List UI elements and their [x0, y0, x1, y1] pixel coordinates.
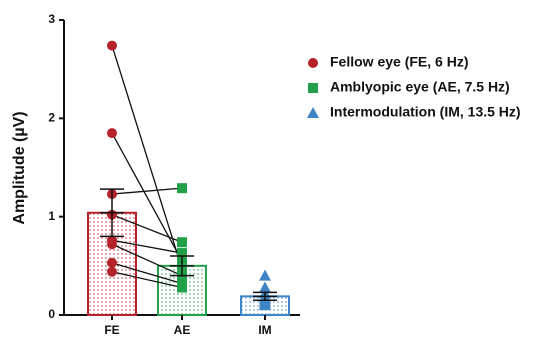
point [259, 281, 271, 293]
point [107, 257, 117, 268]
point [107, 266, 117, 277]
legend-marker [308, 58, 318, 68]
pair-line [111, 214, 183, 243]
x-tick-label: AE [174, 323, 191, 337]
point [177, 248, 187, 259]
y-tick-label: 3 [48, 12, 55, 26]
point [177, 237, 187, 248]
pair-line [111, 239, 183, 254]
pair-line [111, 262, 183, 285]
point [107, 128, 117, 139]
pair-line [111, 243, 183, 277]
legend-label: Intermodulation (IM, 13.5 Hz) [330, 104, 521, 120]
point [107, 239, 117, 250]
pair-line [111, 271, 183, 289]
point [107, 40, 117, 51]
pair-line [111, 132, 183, 262]
point [177, 282, 187, 293]
point [177, 183, 187, 194]
legend-label: Amblyopic eye (AE, 7.5 Hz) [330, 79, 510, 95]
y-axis-label: Amplitude (µV) [11, 111, 28, 224]
y-tick-label: 2 [48, 111, 55, 125]
legend-marker [308, 83, 318, 93]
pair-line [111, 45, 183, 269]
point [259, 299, 271, 311]
point [259, 269, 271, 281]
x-tick-label: FE [104, 323, 119, 337]
y-tick-label: 1 [48, 209, 55, 223]
x-tick-label: IM [258, 323, 271, 337]
legend-label: Fellow eye (FE, 6 Hz) [330, 54, 468, 70]
y-tick-label: 0 [48, 307, 55, 321]
legend-marker [307, 107, 319, 118]
pair-line [111, 187, 183, 195]
